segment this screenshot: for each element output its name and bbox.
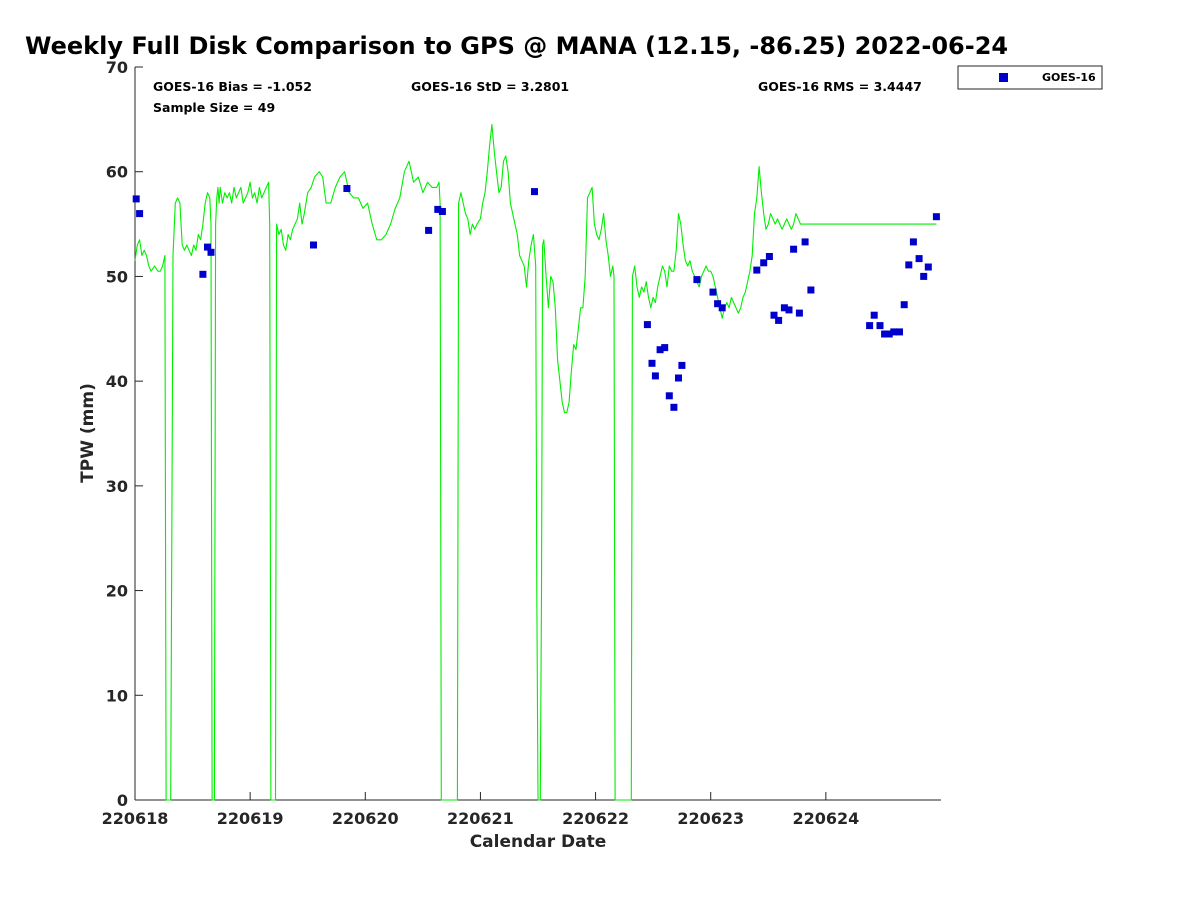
x-tick-label: 220618 [102,809,169,828]
goes16-data-point [775,316,783,324]
goes16-data-point [714,300,722,308]
x-tick-label: 220620 [332,809,399,828]
goes16-data-point [900,301,908,309]
x-tick-label: 220624 [792,809,859,828]
goes16-data-point [876,322,884,330]
goes16-data-point [665,392,673,400]
series-layer [132,124,940,801]
goes16-data-point [709,288,717,296]
goes16-data-point [765,253,773,260]
goes16-data-point [310,241,317,249]
plot-area: 0 10 20 30 40 50 60 70 220618 220619 220620 220621… [102,58,941,828]
y-axis-label: TPW (mm) [78,383,98,483]
goes16-data-point [780,304,788,312]
x-tick-label: 220619 [217,809,284,828]
goes16-data-point [343,185,351,192]
goes16-data-point [890,328,898,336]
goes16-data-point [915,255,923,263]
goes16-data-point [718,304,726,312]
goes16-data-point [678,361,686,369]
goes16-data-point [909,238,917,246]
goes16-data-point [790,245,798,253]
stat-sample-size: Sample Size = 49 [153,100,275,115]
goes16-data-point [648,359,656,367]
goes16-data-point [434,205,442,213]
goes16-data-point [785,306,793,314]
x-tick-label: 220623 [677,809,744,828]
goes16-data-point [896,328,903,336]
legend: GOES-16 [957,65,1103,90]
goes16-data-point [795,309,803,317]
goes16-data-point [675,374,682,382]
plot-frame [135,67,941,800]
y-tick-label: 20 [106,582,128,601]
goes16-data-point [199,270,207,278]
goes16-data-point [905,261,913,269]
goes16-data-point [656,346,664,354]
goes16-data-point [770,311,778,319]
x-axis-ticks: 220618 220619 220620 220621 220622 220623 2206… [102,792,859,828]
x-tick-label: 220621 [447,809,514,828]
legend-label-goes16: GOES-16 [1042,71,1096,84]
goes16-data-point [693,276,701,284]
y-tick-label: 60 [106,163,128,182]
y-tick-label: 0 [117,791,128,810]
goes16-data-point [661,344,669,352]
goes16-data-point [204,243,211,251]
stat-std: GOES-16 StD = 3.2801 [411,79,569,94]
goes16-data-point [531,188,538,196]
goes16-data-point [885,330,893,338]
x-axis-label: Calendar Date [470,832,607,852]
x-tick-label: 220622 [562,809,629,828]
y-tick-label: 10 [106,686,128,705]
goes16-data-point [870,311,878,319]
goes16-data-point [924,263,932,271]
goes16-data-point [132,195,140,203]
goes16-data-point [801,238,809,246]
y-tick-label: 50 [106,267,128,286]
goes16-data-point [207,248,215,256]
legend-marker-goes16 [999,73,1008,82]
goes16-data-point [807,286,815,294]
goes16-data-point [760,259,768,267]
goes16-data-point [753,266,761,274]
y-tick-label: 70 [106,58,128,77]
goes16-data-point [643,321,651,329]
goes16-data-point [881,330,889,338]
goes16-data-point [670,403,678,411]
y-axis-ticks: 0 10 20 30 40 50 60 70 [106,58,143,810]
goes16-data-point [438,208,446,215]
legend-box [957,65,1103,90]
gps-tpw-line [134,124,937,801]
y-tick-label: 30 [106,477,128,496]
goes16-data-point [651,372,659,380]
goes16-data-point [932,213,940,221]
chart-title: Weekly Full Disk Comparison to GPS @ MAN… [25,32,1008,60]
goes16-data-point [866,322,874,330]
stat-bias: GOES-16 Bias = -1.052 [153,79,312,94]
goes16-data-point [425,226,433,234]
stat-rms: GOES-16 RMS = 3.4447 [758,79,922,94]
goes16-data-point [136,210,144,218]
y-tick-label: 40 [106,372,128,391]
goes16-data-point [920,272,928,280]
